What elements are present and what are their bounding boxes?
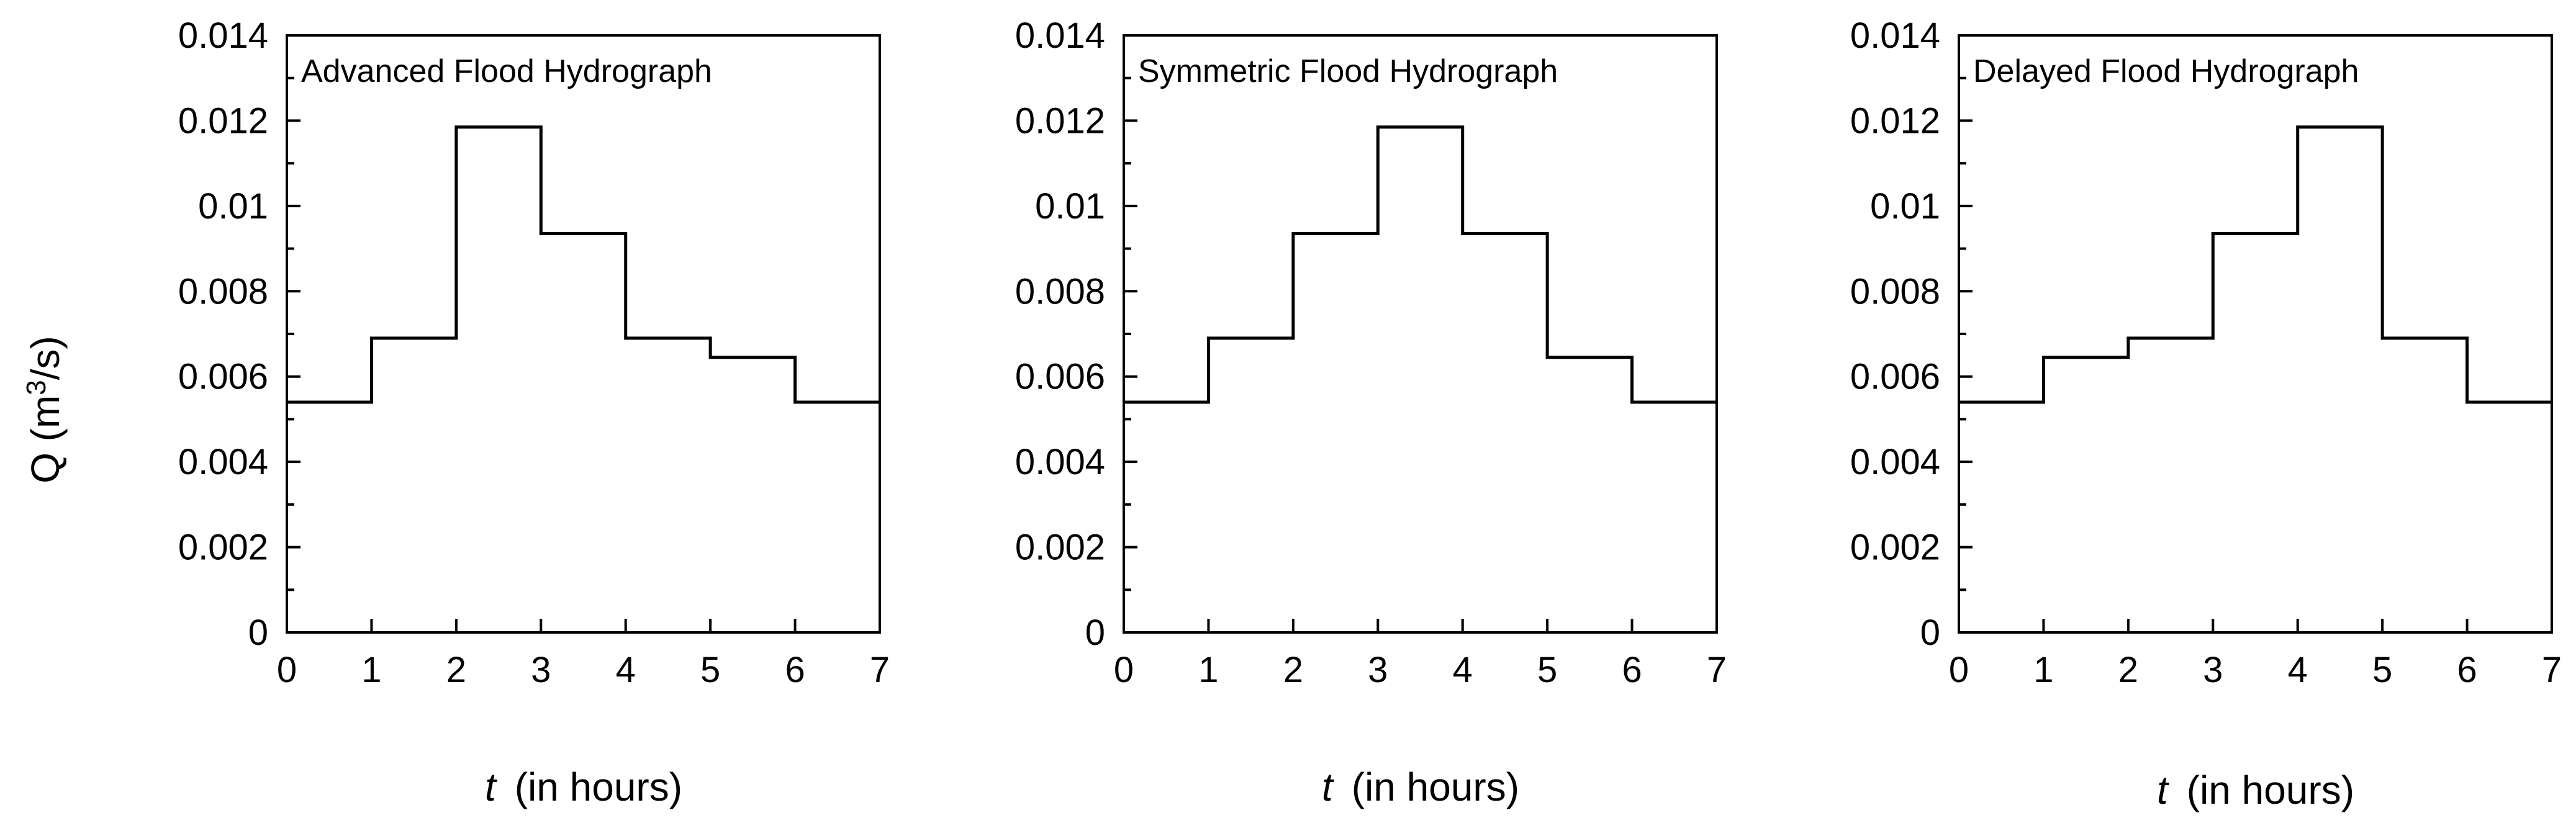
- y-axis-title: Q (m3/s): [21, 336, 68, 483]
- x-tick-labels: 0 1 2 3 4 5 6 7: [1949, 650, 2562, 690]
- x-axis-title: t (in hours): [1322, 765, 1519, 809]
- y-tick-label: 0.012: [178, 101, 268, 141]
- y-tick-label: 0.004: [1015, 442, 1105, 482]
- x-axis-variable: t: [485, 765, 497, 809]
- x-tick-label: 0: [1949, 650, 1969, 690]
- x-tick-label: 7: [870, 650, 890, 690]
- x-tick-label: 1: [1198, 650, 1218, 690]
- x-tick-label: 4: [1453, 650, 1473, 690]
- y-tick-label: 0.014: [1015, 16, 1105, 56]
- y-tick-label: 0.008: [1850, 271, 1940, 312]
- x-axis-unit: (in hours): [2187, 768, 2354, 812]
- x-tick-label: 3: [1368, 650, 1388, 690]
- y-tick-label: 0.006: [1015, 357, 1105, 397]
- y-tick-label: 0.008: [178, 271, 268, 312]
- x-tick-label: 4: [2288, 650, 2308, 690]
- plot-frame: [1123, 34, 1718, 634]
- x-tick-label: 5: [700, 650, 720, 690]
- x-tick-label: 7: [2542, 650, 2562, 690]
- x-tick-label: 4: [616, 650, 636, 690]
- y-axis-title-main: Q (m: [23, 395, 68, 483]
- y-tick-label: 0: [1920, 613, 1940, 653]
- plot-frame: [286, 34, 881, 634]
- x-tick-label: 1: [2033, 650, 2053, 690]
- series-line-symmetric: [1124, 125, 1717, 404]
- y-tick-label: 0.012: [1850, 101, 1940, 141]
- x-tick-label: 6: [1622, 650, 1642, 690]
- y-tick-label: 0.002: [178, 528, 268, 568]
- y-tick-label: 0.01: [198, 186, 268, 227]
- x-tick-label: 3: [2203, 650, 2223, 690]
- y-tick-label: 0.004: [1850, 442, 1940, 482]
- x-axis-unit: (in hours): [515, 765, 682, 809]
- x-tick-label: 7: [1707, 650, 1727, 690]
- x-tick-labels: 0 1 2 3 4 5 6 7: [277, 650, 890, 690]
- x-tick-label: 2: [1283, 650, 1303, 690]
- tick-marks: [1958, 34, 2553, 634]
- x-tick-label: 2: [446, 650, 466, 690]
- y-tick-label: 0.012: [1015, 101, 1105, 141]
- y-axis-title-unit: /s): [23, 336, 68, 380]
- x-tick-label: 0: [1114, 650, 1134, 690]
- y-tick-label: 0.01: [1870, 186, 1940, 227]
- y-tick-label: 0.002: [1850, 528, 1940, 568]
- tick-marks: [286, 34, 881, 634]
- x-axis-title: t (in hours): [485, 765, 682, 809]
- series-line-delayed: [1959, 125, 2552, 404]
- x-axis-unit: (in hours): [1352, 765, 1519, 809]
- x-tick-label: 2: [2118, 650, 2138, 690]
- series-line-advanced: [287, 125, 880, 404]
- y-tick-label: 0.006: [178, 357, 268, 397]
- panel-delayed-flood-hydrograph: Delayed Flood Hydrograph 0 0.002 0.004 0.00…: [1850, 16, 2562, 812]
- tick-marks: [1123, 34, 1718, 634]
- panel-title: Symmetric Flood Hydrograph: [1138, 53, 1558, 89]
- x-axis-variable: t: [1322, 765, 1334, 809]
- x-tick-label: 1: [361, 650, 381, 690]
- y-tick-label: 0.014: [178, 16, 268, 56]
- y-tick-labels: 0 0.002 0.004 0.006 0.008 0.01 0.012 0.014: [178, 16, 268, 653]
- panel-symmetric-flood-hydrograph: Symmetric Flood Hydrograph 0 0.002 0.004 0.…: [1015, 16, 1727, 809]
- y-tick-label: 0.006: [1850, 357, 1940, 397]
- panel-title: Advanced Flood Hydrograph: [301, 53, 712, 89]
- y-tick-label: 0.004: [178, 442, 268, 482]
- x-tick-label: 3: [531, 650, 551, 690]
- x-tick-label: 5: [2372, 650, 2392, 690]
- x-tick-label: 6: [2457, 650, 2477, 690]
- x-tick-label: 5: [1537, 650, 1557, 690]
- x-tick-label: 6: [785, 650, 805, 690]
- y-tick-label: 0.008: [1015, 271, 1105, 312]
- y-tick-label: 0: [1085, 613, 1105, 653]
- y-tick-label: 0.002: [1015, 528, 1105, 568]
- plot-frame: [1958, 34, 2553, 634]
- x-tick-label: 0: [277, 650, 297, 690]
- y-axis-title-superscript: 3: [21, 380, 52, 395]
- panel-title: Delayed Flood Hydrograph: [1973, 53, 2359, 89]
- y-tick-label: 0.01: [1035, 186, 1105, 227]
- x-axis-title: t (in hours): [2157, 768, 2354, 812]
- y-tick-label: 0.014: [1850, 16, 1940, 56]
- x-axis-variable: t: [2157, 768, 2169, 812]
- y-tick-labels: 0 0.002 0.004 0.006 0.008 0.01 0.012 0.014: [1015, 16, 1105, 653]
- y-tick-labels: 0 0.002 0.004 0.006 0.008 0.01 0.012 0.014: [1850, 16, 1940, 653]
- panel-advanced-flood-hydrograph: Advanced Flood Hydrograph 0 0.002 0.004 0.0…: [178, 16, 890, 809]
- y-tick-label: 0: [248, 613, 268, 653]
- x-tick-labels: 0 1 2 3 4 5 6 7: [1114, 650, 1727, 690]
